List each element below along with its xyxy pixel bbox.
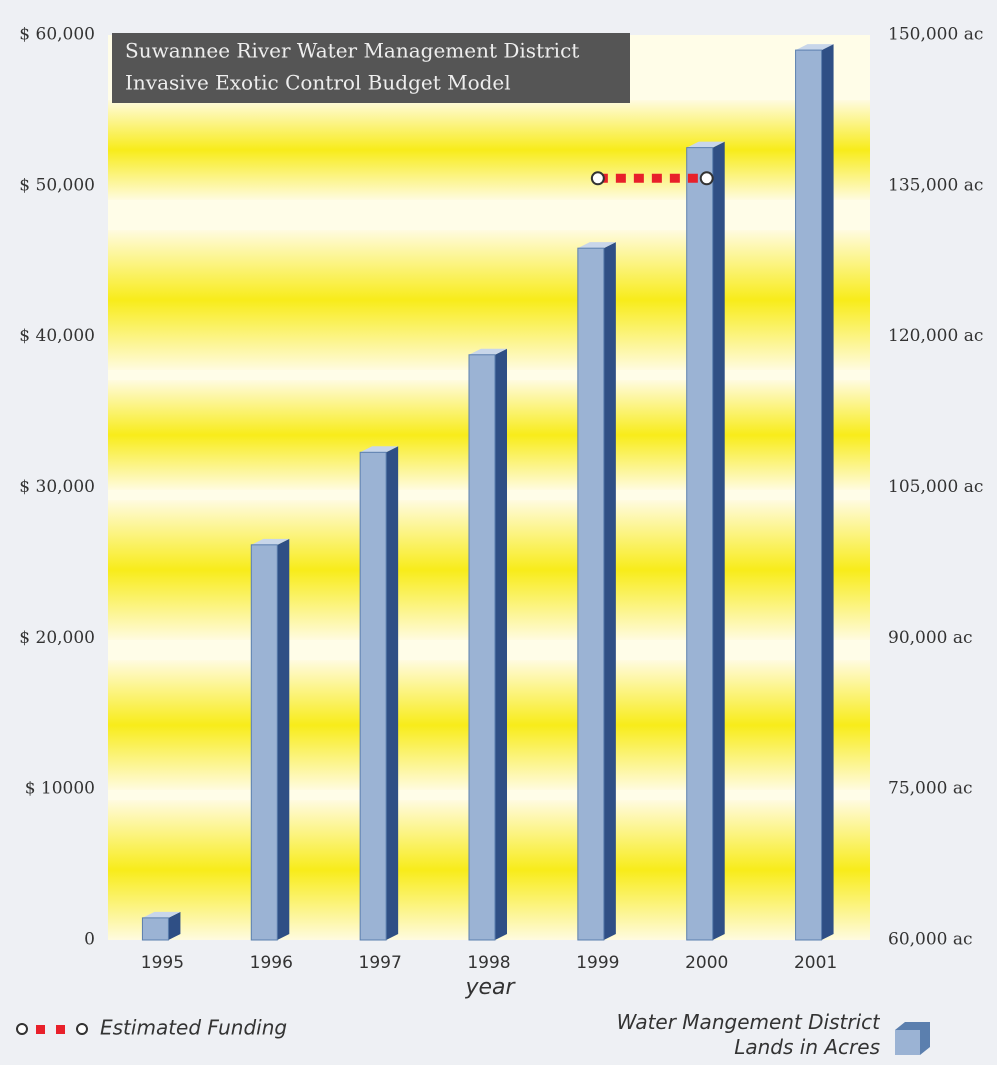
legend-marker (56, 1025, 65, 1034)
y2-tick-label: 75,000 ac (888, 779, 973, 799)
y2-tick-label: 150,000 ac (888, 25, 983, 45)
x-tick-label: 2001 (794, 953, 837, 973)
funding-point (592, 172, 604, 184)
y-tick-label: $ 60,000 (19, 25, 95, 45)
y2-tick-label: 105,000 ac (888, 477, 983, 497)
bar-side (386, 446, 398, 940)
bar-side (495, 349, 507, 940)
legend-marker (77, 1024, 87, 1034)
bar-side (277, 539, 289, 940)
x-tick-label: 2000 (685, 953, 728, 973)
legend-label: Estimated Funding (100, 1016, 287, 1040)
bar (360, 452, 386, 940)
legend-marker (17, 1024, 27, 1034)
y-tick-label: $ 50,000 (19, 175, 95, 195)
bar-side (604, 242, 616, 940)
x-tick-label: 1998 (467, 953, 510, 973)
y-tick-label: $ 20,000 (19, 628, 95, 648)
y-tick-label: $ 10000 (25, 779, 95, 799)
x-axis-label: year (464, 975, 516, 1000)
y2-tick-label: 135,000 ac (888, 175, 983, 195)
bar (796, 50, 822, 940)
legend-marker (36, 1025, 45, 1034)
x-tick-label: 1999 (576, 953, 619, 973)
legend-label: Water Mangement District Lands in Acres (560, 1010, 880, 1060)
y-tick-label: $ 40,000 (19, 326, 95, 346)
bar (469, 355, 495, 940)
x-tick-label: 1995 (141, 953, 184, 973)
y-tick-label: $ 30,000 (19, 477, 95, 497)
bar-side (822, 44, 834, 940)
bar (142, 918, 168, 940)
legend-label-box: Water Mangement District Lands in Acres (560, 1010, 880, 1064)
bar (251, 545, 277, 940)
chart-title: Invasive Exotic Control Budget Model (125, 71, 511, 95)
chart-title: Suwannee River Water Management District (125, 39, 579, 63)
y-tick-label: 0 (84, 930, 95, 950)
legend-marker (895, 1030, 920, 1055)
bar (578, 248, 604, 940)
chart: Suwannee River Water Management District… (0, 0, 997, 1065)
y2-tick-label: 90,000 ac (888, 628, 973, 648)
y2-tick-label: 120,000 ac (888, 326, 983, 346)
y2-tick-label: 60,000 ac (888, 930, 973, 950)
x-tick-label: 1997 (359, 953, 402, 973)
bar (687, 148, 713, 940)
x-tick-label: 1996 (250, 953, 293, 973)
funding-point (701, 172, 713, 184)
bar-side (713, 142, 725, 940)
